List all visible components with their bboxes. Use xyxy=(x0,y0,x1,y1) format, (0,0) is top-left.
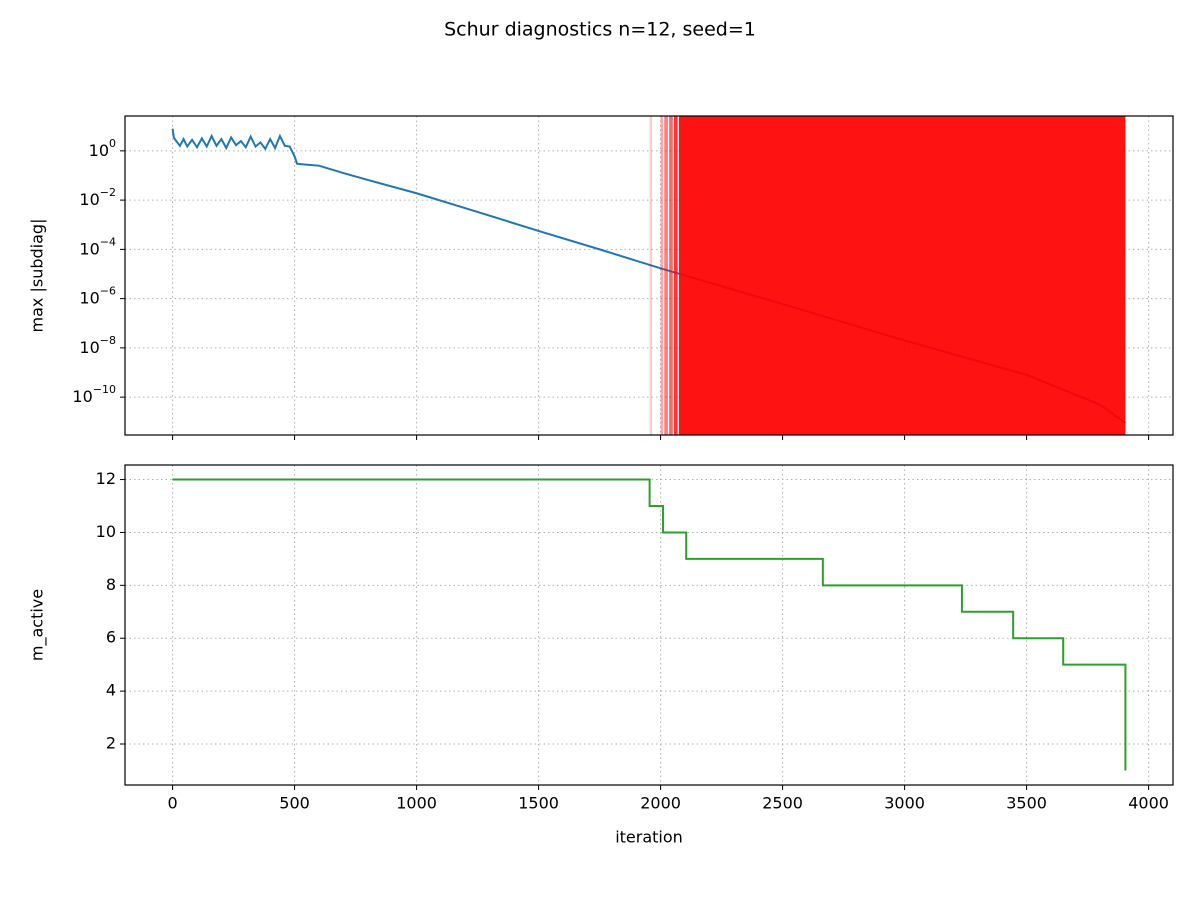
y-tick-label: 100 xyxy=(89,137,116,160)
y-tick-label: 4 xyxy=(106,681,116,700)
highlight-span xyxy=(660,116,664,435)
y-axis-label: m_active xyxy=(28,589,48,661)
highlight-span xyxy=(669,116,673,435)
data-line xyxy=(171,128,1127,424)
x-tick-label: 2000 xyxy=(640,794,681,813)
highlight-span xyxy=(674,116,678,435)
axes-frame xyxy=(124,464,1174,786)
x-tick-label: 500 xyxy=(279,794,310,813)
x-tick-label: 0 xyxy=(167,794,177,813)
highlight-span xyxy=(664,116,668,435)
highlight-span xyxy=(649,116,653,435)
y-tick-label: 2 xyxy=(106,734,116,753)
step-line xyxy=(172,478,1127,771)
y-tick-label: 10−2 xyxy=(79,186,116,209)
x-tick-label: 2500 xyxy=(762,794,803,813)
axes-frame xyxy=(124,115,1174,436)
figure-title: Schur diagnostics n=12, seed=1 xyxy=(444,19,756,41)
plot-area xyxy=(171,116,1127,435)
x-tick-label: 1500 xyxy=(518,794,559,813)
y-tick-label: 6 xyxy=(106,628,116,647)
x-tick-label: 3500 xyxy=(1006,794,1047,813)
y-tick-label: 10 xyxy=(96,522,116,541)
y-tick-label: 10−8 xyxy=(79,334,116,357)
y-tick-label: 10−6 xyxy=(79,285,116,308)
y-tick-label: 8 xyxy=(106,575,116,594)
x-tick-label: 3000 xyxy=(884,794,925,813)
x-tick-label: 4000 xyxy=(1128,794,1169,813)
highlight-span xyxy=(678,116,1126,435)
x-tick-label: 1000 xyxy=(396,794,437,813)
y-tick-label: 10−4 xyxy=(79,235,116,258)
x-axis-label: iteration xyxy=(615,828,683,847)
plot-area xyxy=(172,478,1127,771)
y-axis-label: max |subdiag| xyxy=(28,219,47,333)
y-tick-label: 12 xyxy=(96,469,116,488)
y-tick-label: 10−10 xyxy=(72,383,116,406)
